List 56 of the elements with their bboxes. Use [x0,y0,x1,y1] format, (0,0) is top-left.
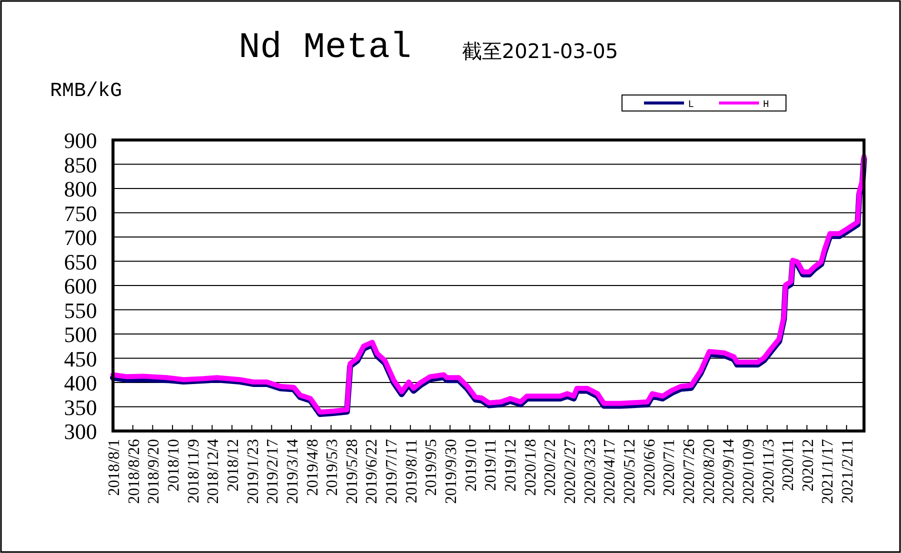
x-tick-label: 2019/5/3 [324,439,342,496]
x-tick-label: 2020/4/17 [602,439,619,504]
x-tick-label: 2020/12 [800,439,817,492]
x-tick-label: 2021/1/17 [820,439,837,504]
y-tick-label: 350 [64,394,97,420]
x-tick-label: 2020/7/1 [661,439,678,496]
x-tick-label: 2019/3/14 [284,439,302,504]
x-tick-label: 2020/9/14 [720,439,738,504]
y-axis-title: RMB/kG [50,80,122,103]
y-tick-label: 900 [64,128,97,153]
chart-subtitle: 截至2021-03-05 [462,39,618,63]
x-tick-label: 2019/2/17 [264,439,282,504]
x-tick-label: 2019/5/28 [344,439,361,504]
x-tick-label: 2020/8/20 [700,439,718,504]
x-tick-label: 2019/8/11 [403,439,420,504]
y-tick-label: 850 [64,152,97,178]
y-tick-label: 800 [64,176,97,202]
x-tick-label: 2018/11/9 [185,439,202,504]
y-tick-label: 300 [64,419,97,444]
x-tick-label: 2019/1/23 [244,439,262,504]
x-tick-label: 2020/5/12 [621,439,638,504]
x-tick-label: 2019/10 [462,439,480,492]
x-tick-label: 2021/2/11 [840,439,857,504]
x-tick-label: 2018/9/20 [146,439,163,504]
legend-label: H [763,100,770,111]
y-tick-label: 750 [64,200,97,226]
y-tick-label: 550 [64,298,97,323]
x-tick-label: 2020/6/6 [641,439,658,496]
y-tick-label: 450 [64,346,97,372]
x-tick-label: 2020/11/3 [760,439,778,504]
x-tick-label: 2019/12 [502,439,520,492]
y-tick-label: 600 [64,274,97,298]
y-tick-label: 700 [64,225,97,250]
x-tick-label: 2019/4/8 [304,439,322,496]
x-tick-label: 2018/8/1 [106,439,123,496]
y-tick-label: 650 [64,249,97,274]
y-tick-label: 500 [64,322,97,347]
x-tick-label: 2018/10 [165,439,182,492]
x-tick-label: 2019/9/5 [423,439,440,496]
x-tick-label: 2020/10/9 [740,439,758,504]
legend-label: L [688,100,694,111]
x-tick-label: 2018/8/26 [126,439,143,504]
x-tick-label: 2020/11 [780,439,798,491]
x-tick-label: 2020/2/2 [542,439,560,496]
y-tick-label: 400 [64,370,97,396]
x-tick-label: 2018/12/4 [205,439,222,504]
x-tick-label: 2018/12 [224,439,242,492]
x-tick-label: 2019/9/30 [443,439,460,504]
x-tick-label: 2020/2/27 [562,439,579,504]
x-tick-label: 2019/6/22 [364,439,381,504]
x-tick-label: 2020/3/23 [582,439,599,504]
x-tick-label: 2019/7/17 [384,439,401,504]
x-tick-label: 2020/1/8 [522,439,540,496]
x-tick-label: 2020/7/26 [680,439,698,504]
chart-title: Nd Metal [238,27,412,68]
x-tick-label: 2019/11 [482,439,500,491]
